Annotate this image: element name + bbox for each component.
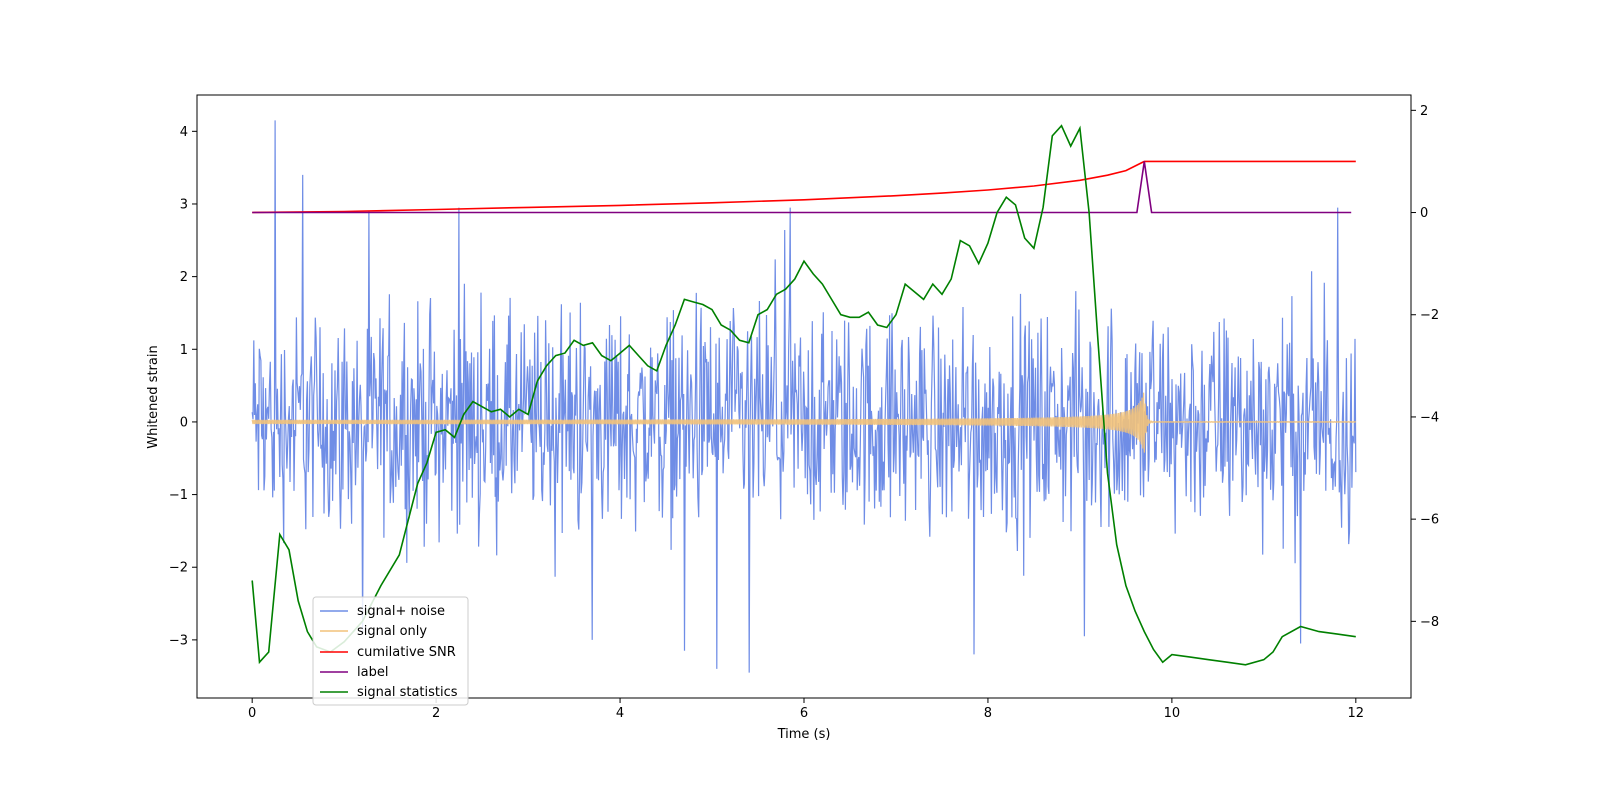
cumulative-snr-line bbox=[252, 160, 1356, 214]
legend-box bbox=[312, 596, 469, 706]
series-signal-noise bbox=[251, 120, 1357, 673]
y-tick-label: −1 bbox=[169, 488, 188, 503]
x-axis-ticks: 0 2 4 6 8 10 12 bbox=[248, 698, 1364, 721]
y2-tick-label: −6 bbox=[1420, 513, 1439, 528]
y-tick-label: 3 bbox=[180, 197, 188, 212]
y-tick-label: 2 bbox=[180, 270, 188, 285]
legend-label-signal-noise: signal+ noise bbox=[357, 604, 445, 619]
legend-label-signal-only: signal only bbox=[357, 624, 427, 639]
label-line bbox=[252, 161, 1352, 214]
y-tick-label: 1 bbox=[180, 343, 188, 358]
x-tick-label: 10 bbox=[1164, 706, 1181, 721]
x-tick-label: 2 bbox=[432, 706, 440, 721]
x-tick-label: 0 bbox=[248, 706, 256, 721]
signal-statistics-line bbox=[251, 124, 1356, 666]
x-tick-label: 4 bbox=[616, 706, 624, 721]
legend-label-label: label bbox=[357, 665, 388, 680]
legend-label-signal-statistics: signal statistics bbox=[357, 685, 458, 700]
y2-tick-label: 0 bbox=[1420, 206, 1428, 221]
y-axis-ticks: −3 −2 −1 0 1 2 3 4 bbox=[169, 125, 197, 648]
y2-tick-label: −8 bbox=[1420, 615, 1439, 630]
y-axis-label: Whitened strain bbox=[146, 345, 161, 448]
y2-tick-label: −2 bbox=[1420, 308, 1439, 323]
y-tick-label: 0 bbox=[180, 415, 188, 430]
y2-tick-label: 2 bbox=[1420, 104, 1428, 119]
signal-only-line bbox=[251, 392, 1357, 453]
y2-tick-label: −4 bbox=[1420, 410, 1439, 425]
x-tick-label: 8 bbox=[984, 706, 992, 721]
x-axis-label: Time (s) bbox=[777, 727, 831, 742]
signal-noise-line bbox=[251, 120, 1357, 673]
legend: signal+ noise signal only cumilative SNR… bbox=[312, 596, 469, 706]
right-axis-series bbox=[251, 124, 1356, 666]
y-tick-label: 4 bbox=[180, 125, 188, 140]
legend-label-cumulative-snr: cumilative SNR bbox=[357, 645, 456, 660]
x-tick-label: 6 bbox=[800, 706, 808, 721]
series-signal-only bbox=[251, 392, 1357, 453]
y-tick-label: −3 bbox=[169, 633, 188, 648]
y2-axis-ticks: −8 −6 −4 −2 0 2 bbox=[1411, 104, 1439, 630]
x-tick-label: 12 bbox=[1348, 706, 1365, 721]
y-tick-label: −2 bbox=[169, 561, 188, 576]
